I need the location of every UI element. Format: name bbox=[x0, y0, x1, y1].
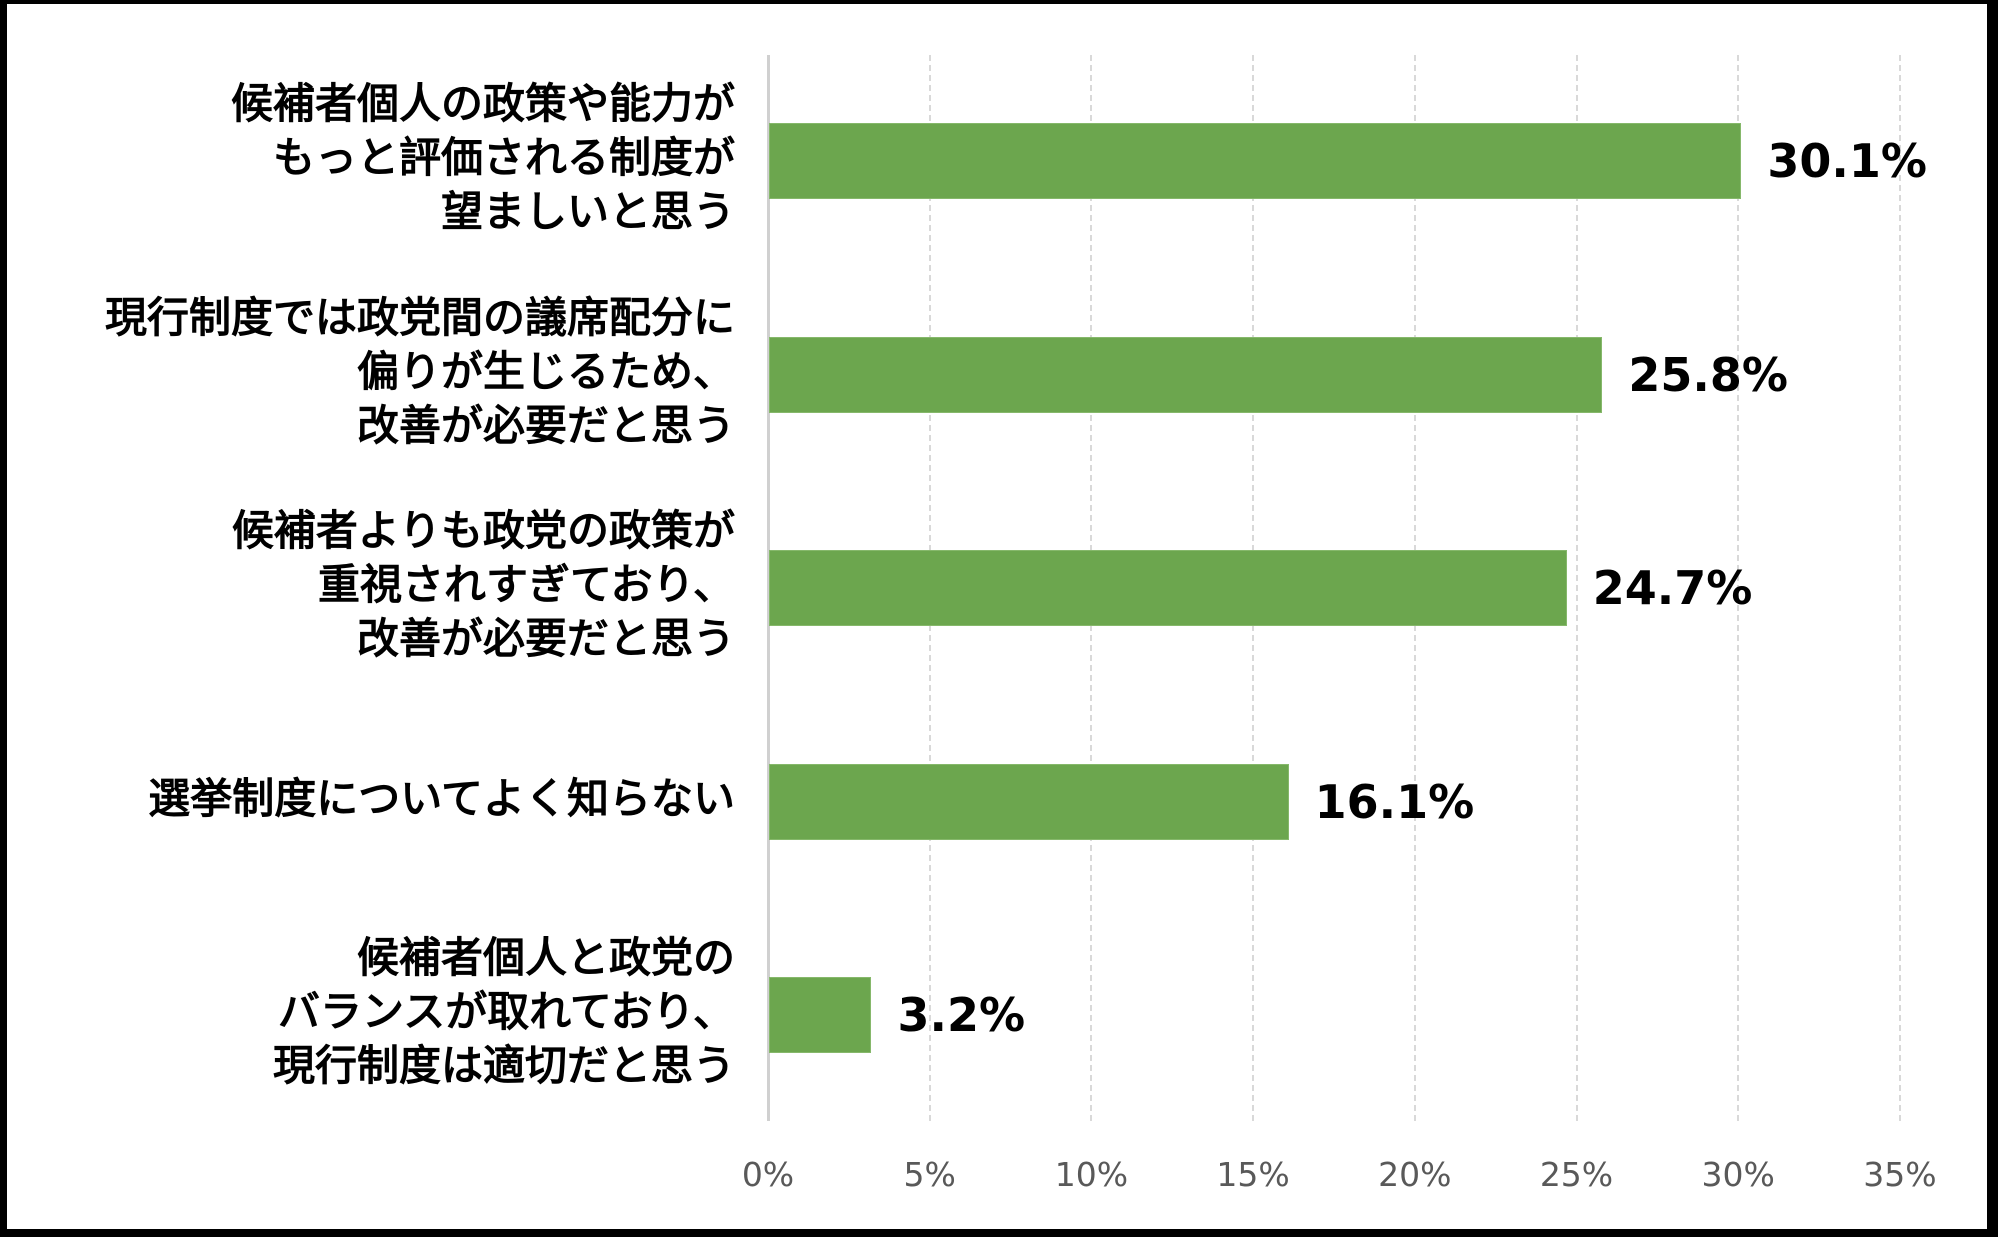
category-label-line: バランスが取れており、 bbox=[278, 987, 735, 1036]
gridline bbox=[1575, 55, 1578, 1121]
category-label-line: 候補者個人の政策や能力が bbox=[230, 79, 735, 128]
x-tick-label: 25% bbox=[1539, 1155, 1614, 1194]
bar bbox=[769, 550, 1567, 626]
category-label-line: 改善が必要だと思う bbox=[356, 401, 735, 450]
category-label-line: 望ましいと思う bbox=[440, 187, 735, 236]
bar bbox=[769, 123, 1742, 199]
bar bbox=[769, 977, 872, 1053]
data-label: 25.8% bbox=[1628, 348, 1788, 402]
category-label-line: 改善が必要だと思う bbox=[356, 614, 735, 663]
x-tick-label: 15% bbox=[1216, 1155, 1290, 1194]
gridline bbox=[1898, 55, 1901, 1121]
category-label-line: 重視されすぎており、 bbox=[317, 560, 735, 609]
category-label: 現行制度では政党間の議席配分に偏りが生じるため、 改善が必要だと思う bbox=[105, 291, 735, 453]
x-tick-label: 0% bbox=[741, 1155, 795, 1194]
x-tick-label: 5% bbox=[903, 1155, 956, 1194]
x-tick-label: 30% bbox=[1701, 1155, 1775, 1194]
x-tick-label: 35% bbox=[1863, 1155, 1937, 1194]
data-label: 24.7% bbox=[1592, 561, 1753, 615]
category-label-line: 現行制度は適切だと思う bbox=[272, 1041, 735, 1090]
category-label-line: 現行制度では政党間の議席配分に bbox=[104, 293, 735, 342]
x-tick-label: 20% bbox=[1378, 1155, 1452, 1194]
category-label-line: 偏りが生じるため、 bbox=[356, 347, 735, 396]
y-axis-line bbox=[767, 55, 770, 1121]
category-label-line: 候補者よりも政党の政策が bbox=[231, 506, 735, 555]
data-label: 30.1% bbox=[1767, 134, 1928, 188]
data-label: 3.2% bbox=[897, 988, 1026, 1042]
category-label: 選挙制度についてよく知らない bbox=[148, 772, 735, 826]
category-label-line: 候補者個人と政党の bbox=[356, 933, 735, 982]
data-label: 16.1% bbox=[1314, 775, 1475, 829]
category-label-line: もっと評価される制度が bbox=[272, 133, 735, 182]
bar bbox=[769, 764, 1289, 840]
category-label: 候補者個人と政党のバランスが取れており、 現行制度は適切だと思う bbox=[273, 931, 735, 1093]
gridline bbox=[1737, 55, 1740, 1121]
category-label-line: 選挙制度についてよく知らない bbox=[148, 774, 735, 823]
x-tick-label: 10% bbox=[1054, 1155, 1129, 1194]
bar bbox=[769, 337, 1603, 413]
category-label: 候補者個人の政策や能力がもっと評価される制度が望ましいと思う bbox=[231, 77, 735, 239]
category-label: 候補者よりも政党の政策が重視されすぎており、改善が必要だと思う bbox=[232, 504, 735, 666]
